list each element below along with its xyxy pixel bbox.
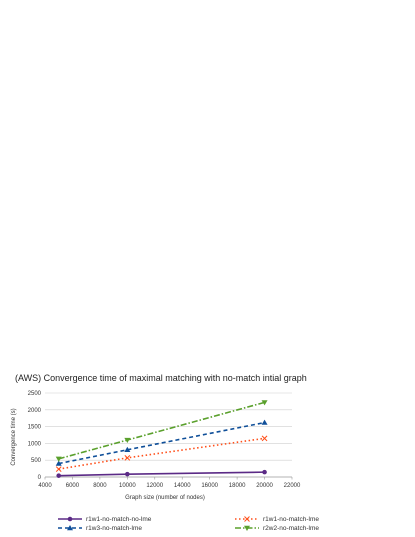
x-axis-label: Graph size (number of nodes) [125,495,205,501]
legend-marker [244,516,250,522]
series-r1w3-no-match-lme [55,419,268,466]
x-tick-label: 10000 [119,483,136,489]
y-tick-label: 0 [38,475,42,481]
axes [44,476,293,480]
data-point [55,466,62,472]
series-r1w1-no-match-no-lme [56,469,267,478]
x-tick-label: 8000 [93,483,107,489]
legend-item: r2w2-no-match-lme [235,525,319,532]
data-point [124,437,131,444]
x-tick-label: 22000 [284,483,301,489]
data-point [124,446,131,452]
data-point [262,469,267,475]
legend-item: r1w1-no-match-no-lme [58,516,152,523]
series-r2w2-no-match-lme [55,400,268,462]
marker-stroke [261,435,268,442]
tick-labels: 0 500 1000 1500 2000 2500 4000 6000 8000 10000 120… [28,391,301,489]
legend-marker [67,516,73,522]
legend-label: r1w1-no-match-no-lme [86,516,152,523]
legend-label: r1w3-no-match-lme [86,525,142,532]
legend-label: r1w1-no-match-lme [263,516,319,523]
data-point [124,454,131,461]
data-point [261,400,268,406]
y-tick-label: 1000 [28,441,42,447]
x-tick-label: 14000 [174,483,191,489]
data-point [56,473,62,478]
y-tick-label: 1500 [28,425,42,431]
series-line [58,401,265,460]
y-tick-label: 2000 [28,408,42,414]
series-line [58,421,265,465]
data-point [261,435,268,442]
x-tick-label: 4000 [38,483,52,489]
data-point [261,419,268,425]
series-line [58,471,265,477]
marker-stroke [55,466,62,472]
legend: r1w1-no-match-no-lme r1w1-no-match-lme r1w… [58,516,319,532]
data-point [55,456,62,462]
marker-stroke [244,516,250,522]
chart-title: (AWS) Convergence time of maximal matchi… [15,373,307,383]
legend-label: r2w2-no-match-lme [263,525,319,532]
series-r1w1-no-match-lme [55,435,268,472]
series-lines [55,400,268,478]
x-tick-label: 18000 [229,483,246,489]
legend-marker [67,525,73,531]
y-axis-label: Convergence time (s) [11,408,17,465]
x-tick-label: 16000 [201,483,218,489]
x-tick-label: 12000 [146,483,163,489]
x-tick-label: 6000 [66,483,80,489]
grid-lines [45,392,292,461]
marker-stroke [124,454,131,461]
series-line [58,437,265,470]
x-tick-label: 20000 [256,483,273,489]
legend-marker [244,525,250,531]
y-tick-label: 500 [31,458,42,464]
legend-item: r1w1-no-match-lme [235,516,319,523]
legend-item: r1w3-no-match-lme [58,525,142,532]
data-point [55,460,62,466]
data-point [125,471,130,477]
y-tick-label: 2500 [28,391,42,397]
